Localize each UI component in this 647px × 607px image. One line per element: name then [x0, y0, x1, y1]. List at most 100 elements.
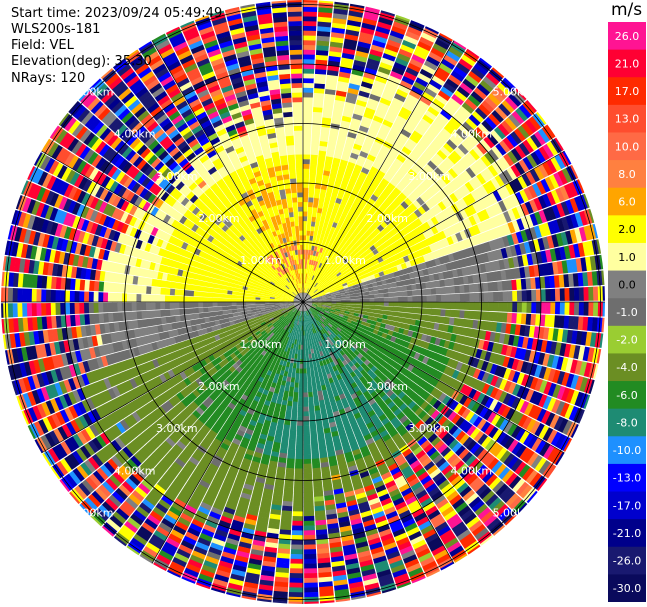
velocity-gate — [487, 93, 501, 106]
velocity-gate — [385, 206, 394, 215]
velocity-gate — [537, 237, 546, 251]
velocity-gate — [421, 202, 430, 212]
velocity-gate — [411, 290, 418, 296]
velocity-gate — [325, 83, 337, 91]
velocity-gate — [509, 410, 520, 423]
velocity-gate — [370, 278, 377, 284]
velocity-gate — [405, 260, 412, 268]
velocity-gate — [391, 282, 398, 288]
velocity-gate — [511, 425, 522, 439]
velocity-gate — [303, 354, 307, 360]
velocity-gate — [314, 266, 319, 272]
velocity-gate — [408, 89, 422, 100]
velocity-gate — [296, 363, 300, 369]
velocity-gate — [553, 275, 560, 288]
velocity-gate — [569, 302, 575, 316]
velocity-gate — [355, 332, 361, 339]
velocity-gate — [325, 273, 331, 279]
velocity-gate — [441, 198, 451, 209]
velocity-gate — [396, 154, 407, 163]
velocity-gate — [294, 473, 303, 479]
velocity-gate — [372, 140, 383, 149]
velocity-gate — [421, 391, 431, 401]
velocity-gate — [304, 268, 307, 274]
velocity-gate — [307, 302, 313, 305]
velocity-gate — [489, 228, 498, 240]
velocity-gate — [539, 442, 551, 457]
velocity-gate — [336, 239, 342, 246]
velocity-gate — [316, 296, 322, 299]
velocity-gate — [387, 287, 394, 293]
velocity-gate — [303, 116, 312, 122]
velocity-gate — [307, 387, 313, 393]
velocity-gate — [485, 230, 494, 241]
velocity-gate — [504, 117, 518, 131]
velocity-gate — [369, 123, 380, 133]
velocity-gate — [306, 295, 311, 299]
velocity-gate — [316, 35, 330, 42]
velocity-gate — [480, 170, 491, 182]
velocity-gate — [321, 296, 327, 299]
velocity-gate — [309, 235, 314, 241]
velocity-gate — [367, 209, 375, 217]
velocity-gate — [542, 193, 552, 208]
velocity-gate — [542, 143, 555, 159]
velocity-gate — [314, 226, 319, 233]
velocity-gate — [466, 328, 473, 337]
velocity-gate — [422, 150, 434, 160]
velocity-gate — [422, 221, 431, 231]
velocity-gate — [503, 421, 514, 434]
velocity-gate — [484, 351, 492, 362]
velocity-gate — [417, 183, 427, 194]
velocity-gate — [555, 232, 564, 247]
velocity-gate — [410, 164, 421, 175]
velocity-gate — [405, 120, 417, 130]
velocity-gate — [384, 225, 392, 233]
velocity-gate — [325, 280, 331, 286]
velocity-gate — [361, 116, 373, 124]
velocity-gate — [356, 250, 363, 257]
velocity-gate — [502, 291, 508, 302]
velocity-gate — [442, 356, 450, 366]
velocity-gate — [291, 410, 298, 417]
velocity-gate — [545, 412, 556, 427]
velocity-gate — [308, 396, 314, 403]
velocity-gate — [431, 329, 439, 338]
velocity-gate — [497, 281, 503, 291]
velocity-gate — [602, 286, 605, 301]
velocity-gate — [542, 263, 550, 276]
velocity-gate — [378, 271, 385, 277]
velocity-gate — [322, 300, 328, 302]
velocity-gate — [568, 406, 579, 422]
velocity-gate — [314, 289, 319, 294]
velocity-gate — [395, 88, 409, 98]
velocity-gate — [304, 558, 317, 565]
velocity-gate — [484, 116, 498, 130]
velocity-gate — [481, 120, 494, 133]
velocity-gate — [406, 231, 415, 240]
velocity-gate — [298, 392, 303, 398]
velocity-gate — [448, 97, 462, 109]
velocity-gate — [316, 294, 322, 297]
velocity-gate — [397, 84, 411, 94]
velocity-gate — [412, 296, 418, 302]
velocity-gate — [436, 149, 448, 161]
velocity-gate — [431, 120, 444, 132]
velocity-gate — [430, 387, 439, 397]
velocity-gate — [303, 149, 311, 155]
velocity-gate — [340, 261, 346, 267]
velocity-gate — [382, 310, 389, 316]
velocity-gate — [356, 45, 370, 54]
velocity-gate — [317, 202, 324, 209]
velocity-gate — [375, 321, 382, 327]
velocity-gate — [557, 170, 569, 185]
velocity-gate — [515, 107, 529, 122]
velocity-gate — [391, 226, 400, 235]
velocity-gate — [461, 267, 468, 277]
velocity-gate — [459, 82, 474, 95]
velocity-gate — [306, 294, 310, 299]
velocity-gate — [314, 309, 320, 314]
velocity-gate — [477, 370, 486, 381]
velocity-gate — [355, 134, 366, 142]
velocity-gate — [434, 135, 446, 146]
